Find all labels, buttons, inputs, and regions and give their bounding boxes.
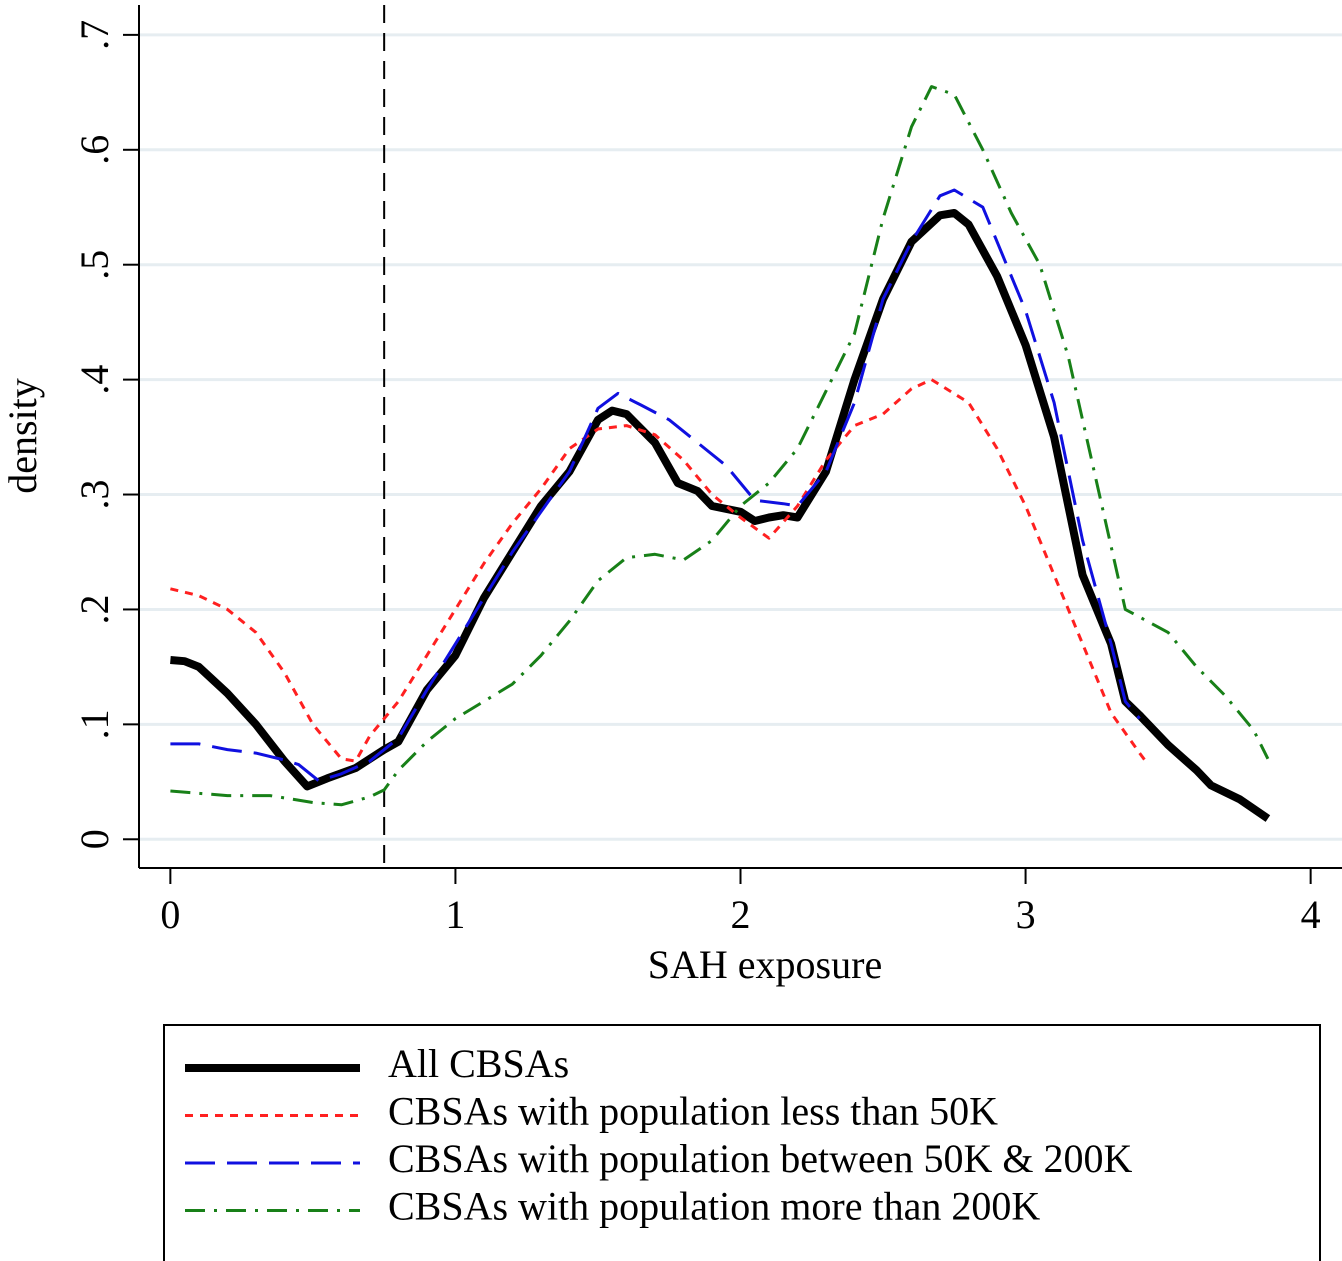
y-tick-label: .5 — [72, 250, 117, 280]
y-tick-label: 0 — [72, 829, 117, 849]
y-tick-label: .1 — [72, 709, 117, 739]
legend-label: CBSAs with population less than 50K — [388, 1089, 998, 1134]
y-tick-label: .3 — [72, 480, 117, 510]
y-tick-label: .7 — [72, 20, 117, 50]
y-tick-label: .2 — [72, 594, 117, 624]
legend-label: All CBSAs — [388, 1041, 569, 1086]
legend-box — [163, 1024, 1321, 1261]
series-line — [170, 188, 1141, 783]
x-tick-label: 4 — [1301, 892, 1321, 937]
x-axis-label: SAH exposure — [648, 942, 882, 987]
x-tick-label: 1 — [445, 892, 465, 937]
y-tick-label: .4 — [72, 365, 117, 395]
series-line — [170, 85, 1270, 807]
y-tick-label: .6 — [72, 135, 117, 165]
x-tick-label: 3 — [1016, 892, 1036, 937]
y-axis-label: density — [0, 378, 45, 494]
x-tick-label: 0 — [160, 892, 180, 937]
x-tick-label: 2 — [731, 892, 751, 937]
legend-label: CBSAs with population between 50K & 200K — [388, 1136, 1133, 1181]
legend-label: CBSAs with population more than 200K — [388, 1184, 1040, 1229]
series-line — [170, 209, 1271, 822]
series-line — [170, 378, 1150, 766]
